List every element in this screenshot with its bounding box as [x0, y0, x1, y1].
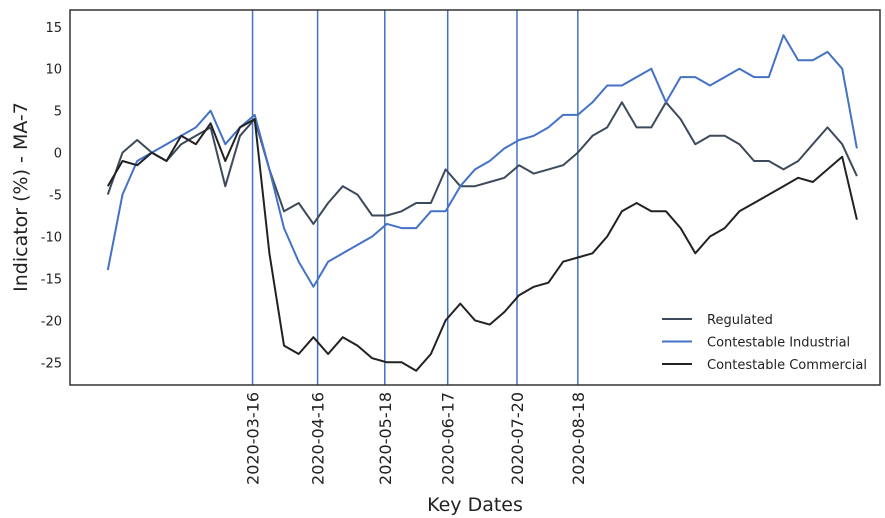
- x-tick-label: 2020-03-16: [244, 392, 263, 485]
- x-tick-label: 2020-08-18: [569, 392, 588, 485]
- legend-label: Contestable Industrial: [707, 336, 850, 351]
- y-tick-label: 0: [54, 147, 62, 162]
- y-tick-label: 10: [45, 63, 62, 78]
- plot-frame: [69, 9, 881, 386]
- x-tick-label: 2020-07-20: [508, 392, 527, 485]
- legend-label: Regulated: [707, 313, 773, 328]
- series-line: [106, 118, 858, 372]
- series-line: [106, 101, 858, 225]
- y-tick-label: -15: [41, 272, 62, 287]
- x-tick-label: 2020-04-16: [309, 392, 328, 485]
- x-tick-label: 2020-06-17: [439, 392, 458, 485]
- y-tick-label: -20: [41, 314, 62, 329]
- x-tick-label: 2020-05-18: [376, 392, 395, 485]
- y-tick-label: -5: [49, 189, 62, 204]
- x-axis-label: Key Dates: [427, 494, 523, 516]
- y-tick-label: 5: [54, 105, 62, 120]
- y-tick-label: -25: [41, 356, 62, 371]
- y-axis-label: Indicator (%) - MA-7: [10, 102, 32, 292]
- series-line: [106, 34, 858, 288]
- legend-label: Contestable Commercial: [707, 358, 867, 373]
- y-tick-label: 15: [45, 21, 62, 36]
- y-tick-label: -10: [41, 231, 62, 246]
